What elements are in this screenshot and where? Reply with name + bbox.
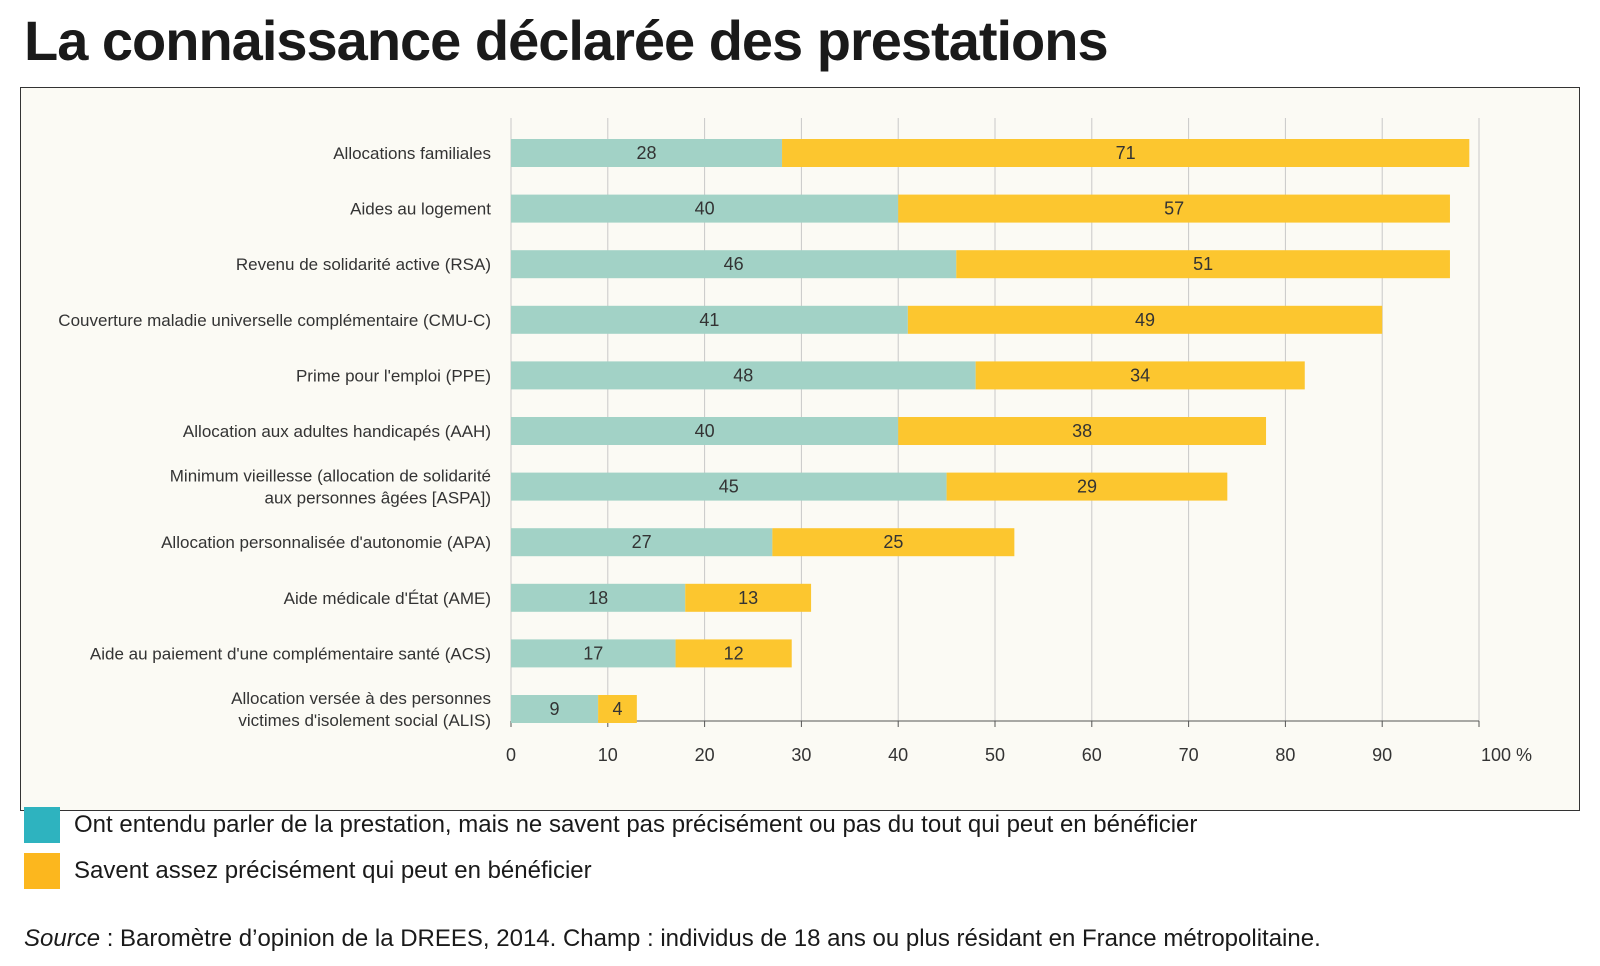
legend-swatch-1 bbox=[24, 807, 60, 843]
x-tick-label: 90 bbox=[1372, 745, 1392, 765]
bar-series1-10 bbox=[511, 695, 599, 723]
value-label-series1-2: 46 bbox=[724, 254, 744, 274]
legend-label-1: Ont entendu parler de la prestation, mai… bbox=[74, 811, 1198, 838]
value-label-series1-6: 45 bbox=[719, 477, 739, 497]
bar-series2-2 bbox=[956, 250, 1450, 279]
category-label: Aides au logement bbox=[350, 200, 491, 219]
value-label-series1-8: 18 bbox=[588, 588, 608, 608]
bar-series1-0 bbox=[511, 139, 783, 167]
chart-title: La connaissance déclarée des prestations bbox=[24, 9, 1109, 72]
x-tick-label: 0 bbox=[506, 745, 516, 765]
value-label-series2-1: 57 bbox=[1164, 199, 1184, 219]
bar-series1-9 bbox=[511, 639, 676, 668]
x-tick-label: 40 bbox=[888, 745, 908, 765]
category-label: Prime pour l'emploi (PPE) bbox=[296, 366, 491, 385]
bar-series2-9 bbox=[675, 639, 792, 668]
category-label: aux personnes âgées [ASPA]) bbox=[265, 489, 492, 508]
value-label-series2-5: 38 bbox=[1072, 421, 1092, 441]
category-label: victimes d'isolement social (ALIS) bbox=[238, 711, 491, 730]
value-label-series1-1: 40 bbox=[695, 199, 715, 219]
source-text: : Baromètre d’opinion de la DREES, 2014.… bbox=[100, 925, 1321, 952]
value-label-series1-0: 28 bbox=[637, 143, 657, 163]
legend-swatch-2 bbox=[24, 853, 60, 889]
bar-series2-4 bbox=[975, 361, 1305, 390]
value-label-series1-5: 40 bbox=[695, 421, 715, 441]
x-tick-label: 50 bbox=[985, 745, 1005, 765]
bar-series1-2 bbox=[511, 250, 957, 279]
source-note: Source : Baromètre d’opinion de la DREES… bbox=[24, 925, 1321, 953]
legend-label-2: Savent assez précisément qui peut en bén… bbox=[74, 857, 592, 884]
bar-series1-3 bbox=[511, 305, 908, 334]
bar-series1-1 bbox=[511, 194, 899, 223]
bar-series1-8 bbox=[511, 583, 686, 612]
bar-series2-6 bbox=[946, 472, 1228, 501]
bar-series1-7 bbox=[511, 528, 773, 557]
x-tick-label: 10 bbox=[598, 745, 618, 765]
x-tick-label: 70 bbox=[1179, 745, 1199, 765]
category-label: Allocation personnalisée d'autonomie (AP… bbox=[161, 533, 491, 552]
source-label: Source bbox=[24, 925, 101, 952]
x-tick-label: 60 bbox=[1082, 745, 1102, 765]
bar-series2-3 bbox=[907, 305, 1383, 334]
bar-series1-6 bbox=[511, 472, 947, 501]
value-label-series2-2: 51 bbox=[1193, 254, 1213, 274]
value-label-series2-10: 4 bbox=[612, 699, 622, 719]
value-label-series2-7: 25 bbox=[883, 532, 903, 552]
value-label-series2-9: 12 bbox=[724, 643, 744, 663]
category-label: Aide médicale d'État (AME) bbox=[284, 589, 491, 608]
bar-series1-5 bbox=[511, 417, 899, 445]
value-label-series1-9: 17 bbox=[583, 643, 603, 663]
bar-series2-1 bbox=[898, 194, 1450, 223]
bar-series2-8 bbox=[685, 583, 812, 612]
category-label: Allocation versée à des personnes bbox=[231, 689, 491, 708]
value-label-series1-3: 41 bbox=[699, 310, 719, 330]
category-label: Revenu de solidarité active (RSA) bbox=[236, 255, 491, 274]
value-label-series1-7: 27 bbox=[632, 532, 652, 552]
value-label-series1-4: 48 bbox=[733, 365, 753, 385]
value-label-series2-3: 49 bbox=[1135, 310, 1155, 330]
bar-chart: 0 10 20 30 40 50 60 70 80 90 100 % 28 71 Allocations … bbox=[58, 118, 1532, 765]
x-tick-label: 30 bbox=[791, 745, 811, 765]
category-label: Allocations familiales bbox=[333, 144, 491, 163]
category-label: Minimum vieillesse (allocation de solida… bbox=[170, 467, 491, 486]
bar-series1-4 bbox=[511, 361, 976, 390]
x-tick-label: 80 bbox=[1275, 745, 1295, 765]
x-tick-label: 20 bbox=[695, 745, 715, 765]
category-label: Allocation aux adultes handicapés (AAH) bbox=[183, 422, 491, 441]
bar-series2-7 bbox=[772, 528, 1015, 557]
x-tick-label: 100 % bbox=[1481, 745, 1532, 765]
chart-frame: 0 10 20 30 40 50 60 70 80 90 100 % 28 71 Allocations … bbox=[20, 87, 1580, 811]
category-label: Couverture maladie universelle complémen… bbox=[58, 311, 491, 330]
value-label-series2-4: 34 bbox=[1130, 365, 1150, 385]
value-label-series1-10: 9 bbox=[550, 699, 560, 719]
legend-item-1: Ont entendu parler de la prestation, mai… bbox=[24, 807, 1197, 843]
bar-series2-5 bbox=[898, 417, 1267, 445]
legend-item-2: Savent assez précisément qui peut en bén… bbox=[24, 853, 592, 889]
bar-series2-0 bbox=[782, 139, 1470, 167]
bar-series2-10 bbox=[598, 695, 637, 723]
value-label-series2-0: 71 bbox=[1116, 143, 1136, 163]
value-label-series2-8: 13 bbox=[738, 588, 758, 608]
category-label: Aide au paiement d'une complémentaire sa… bbox=[90, 644, 491, 663]
value-label-series2-6: 29 bbox=[1077, 477, 1097, 497]
